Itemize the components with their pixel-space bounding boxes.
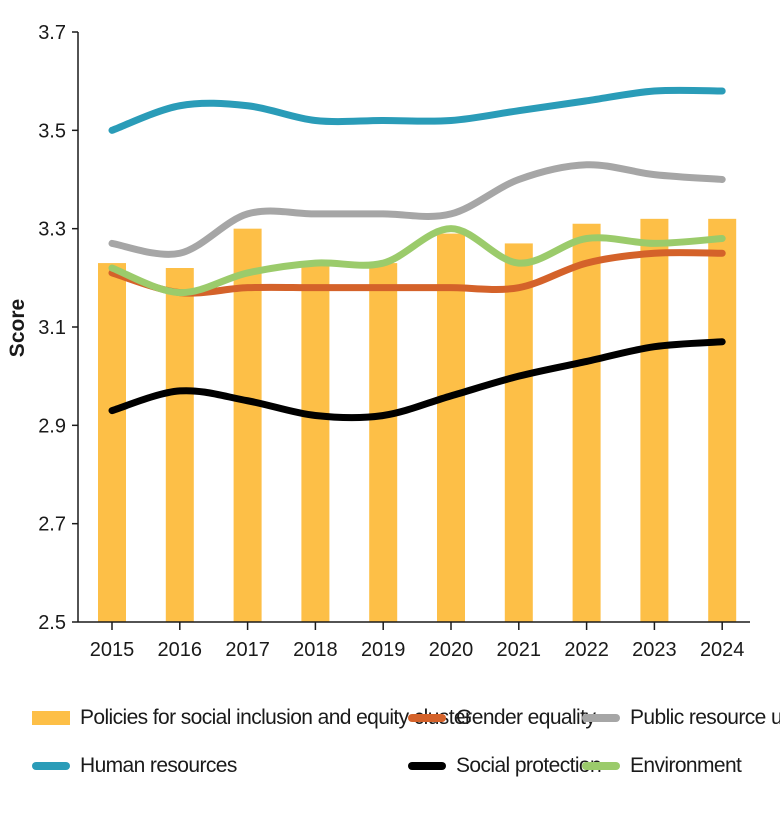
- x-tick-label-2024: 2024: [700, 639, 745, 661]
- x-tick-label-2023: 2023: [632, 639, 677, 661]
- bar-2017: [233, 228, 262, 622]
- x-tick-label-2016: 2016: [158, 639, 203, 661]
- x-tick-label-2022: 2022: [564, 639, 609, 661]
- y-tick-label-3.1: 3.1: [38, 317, 66, 339]
- x-tick-label-2020: 2020: [429, 639, 474, 661]
- bar-2016: [165, 268, 194, 622]
- bar-2024: [708, 218, 737, 623]
- x-tick-label-2018: 2018: [293, 639, 338, 661]
- bar-2022: [572, 223, 601, 622]
- line-environment: [108, 225, 726, 297]
- bar-2015: [98, 263, 126, 622]
- bar-2023: [640, 218, 669, 623]
- y-tick-label-3.7: 3.7: [38, 22, 66, 44]
- line-gender-equality: [108, 249, 726, 297]
- axis-layer: 2.5 2.7 2.9 3.1 3.3 3.5 3.7 2015 2016 2017 2018 201…: [38, 22, 750, 661]
- bars-layer: [98, 218, 737, 623]
- lines-layer: [108, 86, 726, 422]
- x-tick-label-2021: 2021: [497, 639, 542, 661]
- y-tick-label-2.5: 2.5: [38, 612, 66, 634]
- y-tick-label-2.7: 2.7: [38, 514, 66, 536]
- x-tick-label-2019: 2019: [361, 639, 406, 661]
- y-tick-label-3.3: 3.3: [38, 219, 66, 241]
- bar-2021: [504, 243, 533, 622]
- line-public-resource-use: [108, 161, 726, 258]
- bar-2019: [369, 263, 398, 622]
- line-social-protection: [108, 338, 726, 422]
- y-axis-title: Score: [6, 299, 29, 357]
- y-tick-label-3.5: 3.5: [38, 120, 66, 142]
- bar-2020: [437, 233, 465, 623]
- x-tick-label-2015: 2015: [90, 639, 135, 661]
- line-human-resources: [108, 86, 726, 134]
- bar-2018: [301, 263, 330, 622]
- y-tick-label-2.9: 2.9: [38, 415, 66, 437]
- x-tick-label-2017: 2017: [225, 639, 270, 661]
